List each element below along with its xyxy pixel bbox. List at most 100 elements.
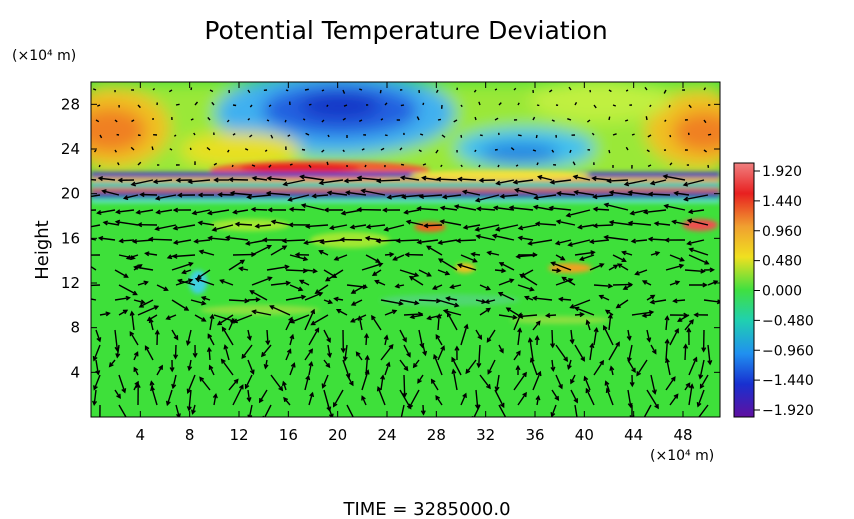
wind-arrow-head [122,309,129,315]
wind-arrow-head [147,236,154,242]
wind-arrow [247,298,260,301]
wind-arrow [270,134,274,139]
wind-arrow-head [641,419,644,423]
wind-arrow-head [673,393,679,399]
wind-arrow [93,344,101,361]
wind-arrow-head [517,235,523,241]
wind-arrow [536,222,557,226]
wind-arrow-head [648,310,655,316]
wind-arrow [221,359,234,376]
wind-arrow [367,224,386,228]
wind-arrow [636,359,648,376]
wind-arrow [555,278,573,286]
wind-arrow-head [486,337,492,343]
colorbar-gradient [733,162,755,418]
wind-arrow [570,389,578,403]
wind-arrow [131,311,135,331]
wind-arrow [119,239,135,242]
wind-arrow-head [572,174,579,180]
wind-arrow [617,263,629,271]
wind-arrow [199,377,211,391]
wind-arrow [573,175,591,181]
wind-arrow [211,101,215,106]
x-axis: 4 8 12 16 20 24 28 32 36 40 44 48 [136,82,693,444]
colorbar: 1.920 1.440 0.960 0.480 0.000 −0.480 −0.960 −1.… [733,162,814,419]
wind-arrow [518,224,538,230]
wind-arrow [285,89,289,92]
wind-arrow-head [515,364,521,371]
wind-arrow [129,331,139,346]
wind-arrow-head [683,196,689,202]
wind-arrow-head [149,380,155,386]
wind-arrow-head [290,362,296,368]
wind-arrow [610,191,633,196]
wind-arrow-head [229,190,235,196]
wind-arrow-head [98,423,102,427]
wind-arrow-head [378,262,384,268]
wind-arrow-head [260,351,266,358]
y-tick-label: 12 [61,274,80,292]
wind-arrow [624,119,629,122]
wind-arrow [532,149,537,152]
wind-arrow [631,133,635,136]
wind-arrow-head [604,380,610,386]
x-unit-label: (×10⁴ m) [650,448,714,464]
wind-arrow [460,104,463,108]
wind-arrow-head [318,250,324,255]
wind-arrow [323,329,331,343]
wind-arrow-head [233,378,239,384]
wind-arrow [99,134,103,139]
wind-arrow [365,254,380,263]
wind-arrow [458,264,477,271]
wind-arrow [593,328,598,346]
wind-arrow-head [550,412,556,417]
wind-arrow [463,224,481,229]
wind-arrow [413,359,420,368]
wind-arrow-head [382,207,388,213]
wind-arrow [171,329,179,340]
wind-arrow [669,281,680,286]
wind-arrow-head [492,205,499,211]
wind-arrow [306,224,329,228]
wind-arrow-head [416,239,422,245]
wind-arrow [251,164,256,167]
wind-arrow-head [144,251,150,257]
wind-arrow [410,314,424,318]
wind-arrow-head [529,357,535,363]
wind-arrow [319,250,329,256]
wind-arrow [593,104,597,109]
wind-arrow [551,262,572,271]
wind-arrow [608,89,612,93]
wind-arrow [247,359,255,374]
wind-arrow [604,236,629,241]
wind-arrow-head [385,361,391,367]
wind-arrow [495,374,500,391]
wind-arrow [384,335,388,346]
wind-arrow-head [193,238,199,244]
wind-arrow [551,119,555,122]
wind-arrow-head [686,327,692,333]
wind-arrow [116,344,120,358]
wind-arrow [188,179,211,183]
wind-arrow [321,149,325,153]
wind-arrow-head [154,195,161,201]
wind-arrow-head [217,192,223,198]
wind-arrow [426,245,443,256]
wind-arrow [193,132,196,136]
wind-arrow [646,389,659,409]
wind-arrow [546,314,557,317]
wind-arrow [266,119,270,122]
wind-arrow [393,254,405,261]
x-tick-label: 24 [377,426,396,444]
wind-arrow-head [289,333,295,340]
wind-arrow-head [102,220,109,226]
wind-arrow-head [431,285,438,290]
wind-arrow [325,269,344,282]
wind-arrow [478,164,481,168]
wind-arrow [91,194,101,198]
wind-arrow-head [133,366,139,372]
wind-arrow-head [266,244,273,250]
wind-arrow-head [686,218,693,224]
wind-arrow [420,194,443,198]
wind-arrow-head [689,319,694,325]
